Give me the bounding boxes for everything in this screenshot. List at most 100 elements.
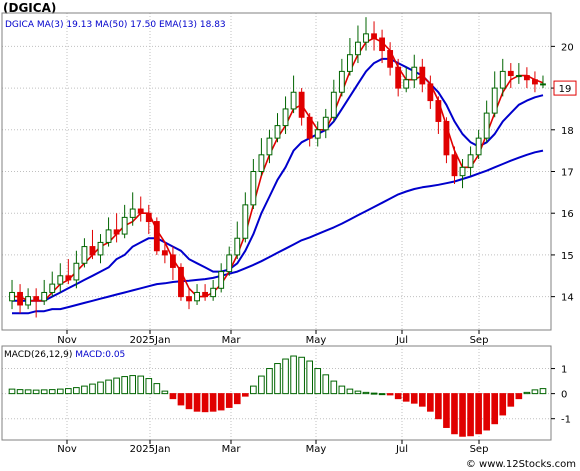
candle-body [81, 246, 88, 264]
candle-body [419, 66, 426, 85]
candle-body [355, 41, 361, 56]
macd-bar [97, 381, 104, 395]
candle [161, 242, 168, 264]
macd-bar [193, 393, 201, 412]
macd-bar [402, 393, 410, 402]
candle [540, 75, 546, 89]
legend-ma50: MA(50) 17.50 [95, 20, 159, 30]
candle [178, 263, 184, 301]
candle [371, 21, 377, 51]
candle-body [443, 120, 450, 156]
price-panel-frame [1, 12, 552, 331]
macd-bar [185, 393, 193, 410]
candle-body [161, 250, 168, 256]
candle-body [475, 137, 482, 156]
macd-bar [145, 378, 153, 395]
candle [355, 25, 361, 64]
candle-body [290, 91, 297, 110]
candle-body [153, 221, 160, 252]
macd-grid [2, 346, 551, 440]
candle-body [105, 229, 112, 243]
price-x-tick-label: May [306, 335, 327, 346]
macd-bar [394, 393, 402, 400]
candle-body [435, 100, 442, 122]
macd-bar [233, 393, 241, 405]
macd-bar [467, 393, 474, 437]
candle [515, 63, 522, 84]
macd-bar [338, 385, 346, 395]
macd-bar [282, 358, 289, 395]
candle [523, 67, 530, 89]
candle [57, 263, 64, 293]
candle-body [57, 275, 64, 285]
candle-body [532, 79, 538, 85]
price-x-tick-label: Mar [222, 335, 242, 346]
candle-body [33, 296, 40, 302]
candle-body [250, 171, 257, 206]
macd-bar [531, 389, 539, 395]
candle [105, 217, 112, 247]
candle-body [17, 291, 23, 306]
macd-bar [330, 380, 338, 395]
macd-bar [225, 393, 233, 408]
macd-bar [418, 393, 426, 407]
candle [234, 221, 241, 260]
candle-body [371, 33, 377, 39]
macd-bar [410, 393, 418, 404]
candle-body [145, 212, 152, 223]
macd-bar [8, 388, 16, 395]
candle-body [338, 70, 345, 93]
macd-bar [475, 393, 482, 435]
candle-body [242, 204, 249, 239]
candle-body [491, 87, 498, 114]
candle [250, 158, 257, 210]
candle [202, 284, 209, 301]
candle-body [170, 254, 176, 268]
candle-body [523, 75, 530, 81]
candle [145, 204, 152, 235]
candle [226, 246, 233, 276]
price-y-tick-label: 14 [561, 293, 574, 304]
macd-bar [169, 393, 177, 400]
candle [330, 79, 337, 122]
candle [467, 146, 474, 176]
candle [338, 58, 345, 97]
macd-bar [153, 383, 161, 395]
macd-bar [209, 393, 217, 412]
ema13-line [12, 57, 544, 302]
candle-body [411, 66, 418, 81]
candle [346, 38, 353, 76]
macd-bar [499, 393, 507, 416]
macd-bar [129, 375, 137, 395]
candle-body [137, 208, 144, 214]
candle [298, 88, 305, 126]
price-legend: DGICA MA(3) 19.13 MA(50) 17.50 EMA(13) 1… [5, 20, 226, 30]
candle-body [499, 70, 506, 89]
macd-y-tick-label: -1 [561, 415, 571, 426]
candle [113, 213, 120, 243]
candle [194, 284, 200, 305]
price-grid [2, 13, 551, 330]
candle-body [186, 296, 192, 302]
ema13-layer [12, 57, 544, 302]
candle-body [467, 154, 474, 168]
macd-bar [89, 383, 96, 395]
macd-y-tick-label: 0 [561, 390, 567, 401]
candle-body [25, 296, 32, 306]
last-price-label: 19 [559, 84, 572, 95]
macd-x-tick-label: Jul [395, 444, 408, 455]
macd-bar [65, 388, 72, 395]
candle [491, 71, 498, 118]
macd-bar [507, 393, 515, 407]
macd-bar [201, 393, 209, 413]
legend-ema13: EMA(13) 18.83 [159, 20, 226, 30]
candle [507, 63, 514, 89]
candle [266, 129, 273, 164]
candle-body [427, 83, 434, 102]
candle-body [226, 254, 233, 273]
candle-body [113, 229, 120, 235]
legend-ticker: DGICA [5, 20, 37, 30]
macd-bar [362, 391, 370, 395]
macd-x-tick-label: Mar [222, 444, 242, 455]
